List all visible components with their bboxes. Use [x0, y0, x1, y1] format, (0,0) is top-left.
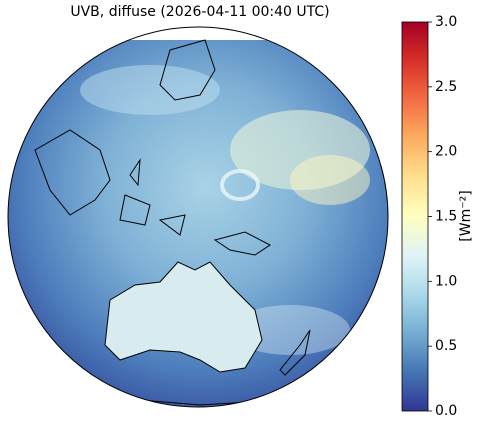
colorbar-scale — [401, 21, 429, 412]
colorbar-tick-label: 0.5 — [435, 338, 457, 354]
colorbar-label: [Wm⁻²] — [458, 190, 474, 241]
colorbar-tick-label: 0.0 — [435, 403, 457, 419]
globe-outline — [7, 26, 389, 408]
globe — [8, 27, 388, 407]
colorbar-tick-label: 1.0 — [435, 273, 457, 289]
colorbar: 0.0 0.5 1.0 1.5 2.0 2.5 3.0 — [401, 14, 457, 419]
colorbar-tick-label: 2.5 — [435, 79, 457, 95]
colorbar-tick-label: 1.5 — [435, 209, 457, 225]
map-title: UVB, diffuse (2026-04-11 00:40 UTC) — [70, 4, 329, 20]
colorbar-tick-label: 3.0 — [435, 14, 457, 30]
colorbar-tick-label: 2.0 — [435, 144, 457, 160]
